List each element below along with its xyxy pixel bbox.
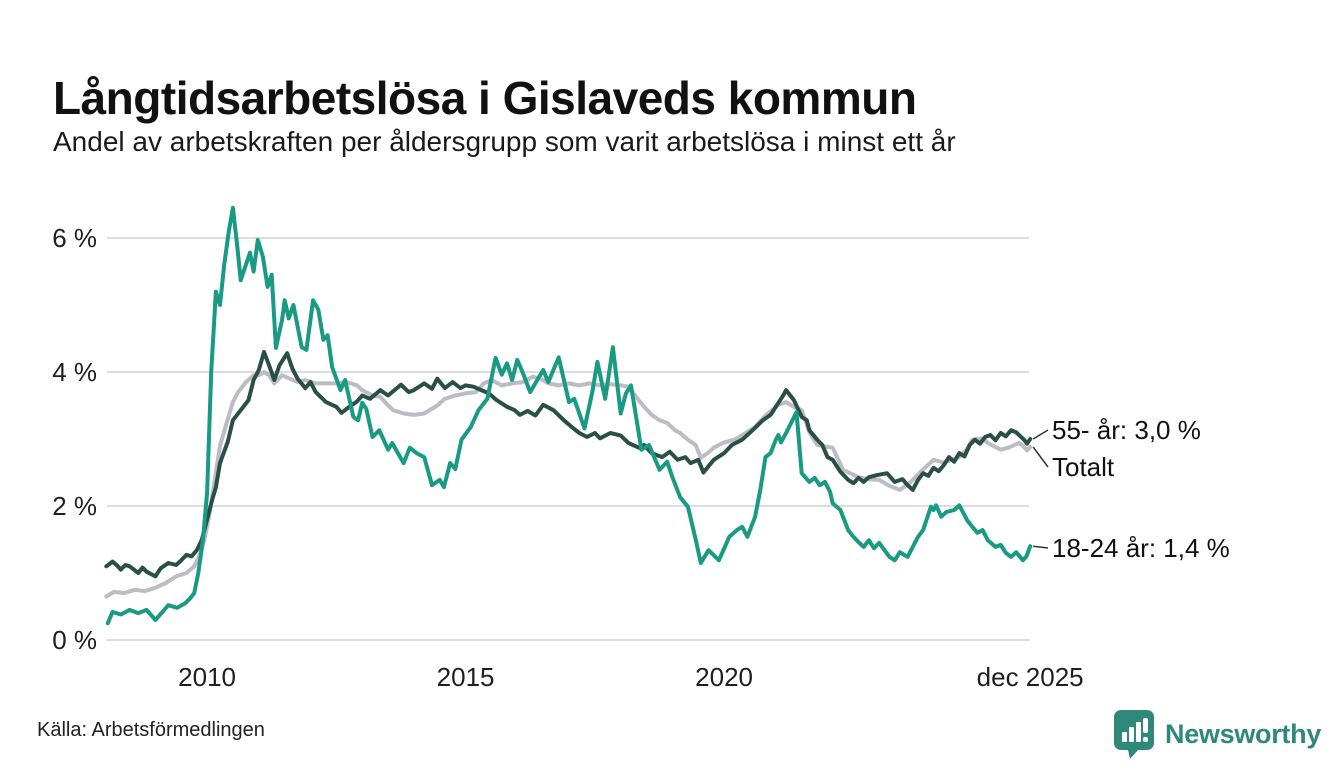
x-tick-label: 2020 <box>695 662 754 692</box>
y-tick-label: 4 % <box>52 357 97 387</box>
label-leader-line <box>1032 446 1049 468</box>
x-tick-label: 2015 <box>436 662 495 692</box>
series-line-totalt <box>104 370 1033 599</box>
x-tick-label: 2010 <box>178 662 237 692</box>
brand-footer: Newsworthy <box>1113 708 1321 760</box>
series-line-55- år <box>104 349 1033 579</box>
chart-subtitle: Andel av arbetskraften per åldersgrupp s… <box>53 126 956 157</box>
newsworthy-logo-icon <box>1114 710 1154 759</box>
y-tick-label: 0 % <box>52 625 97 655</box>
y-tick-label: 2 % <box>52 491 97 521</box>
page-title: Långtidsarbetslösa i Gislaveds kommun <box>53 71 917 124</box>
series-label-55- år: 55- år: 3,0 % <box>1052 415 1201 445</box>
source-note: Källa: Arbetsförmedlingen <box>37 719 265 741</box>
series-label-totalt: Totalt <box>1052 452 1115 482</box>
series-label-18-24 år: 18-24 år: 1,4 % <box>1052 533 1230 563</box>
label-leader-line <box>1032 429 1049 440</box>
label-leader-line <box>1033 545 1049 549</box>
y-tick-label: 6 % <box>52 223 97 253</box>
brand-name: Newsworthy <box>1165 718 1322 749</box>
x-tick-label: dec 2025 <box>976 662 1084 692</box>
series-line-18-24 år <box>105 205 1033 626</box>
